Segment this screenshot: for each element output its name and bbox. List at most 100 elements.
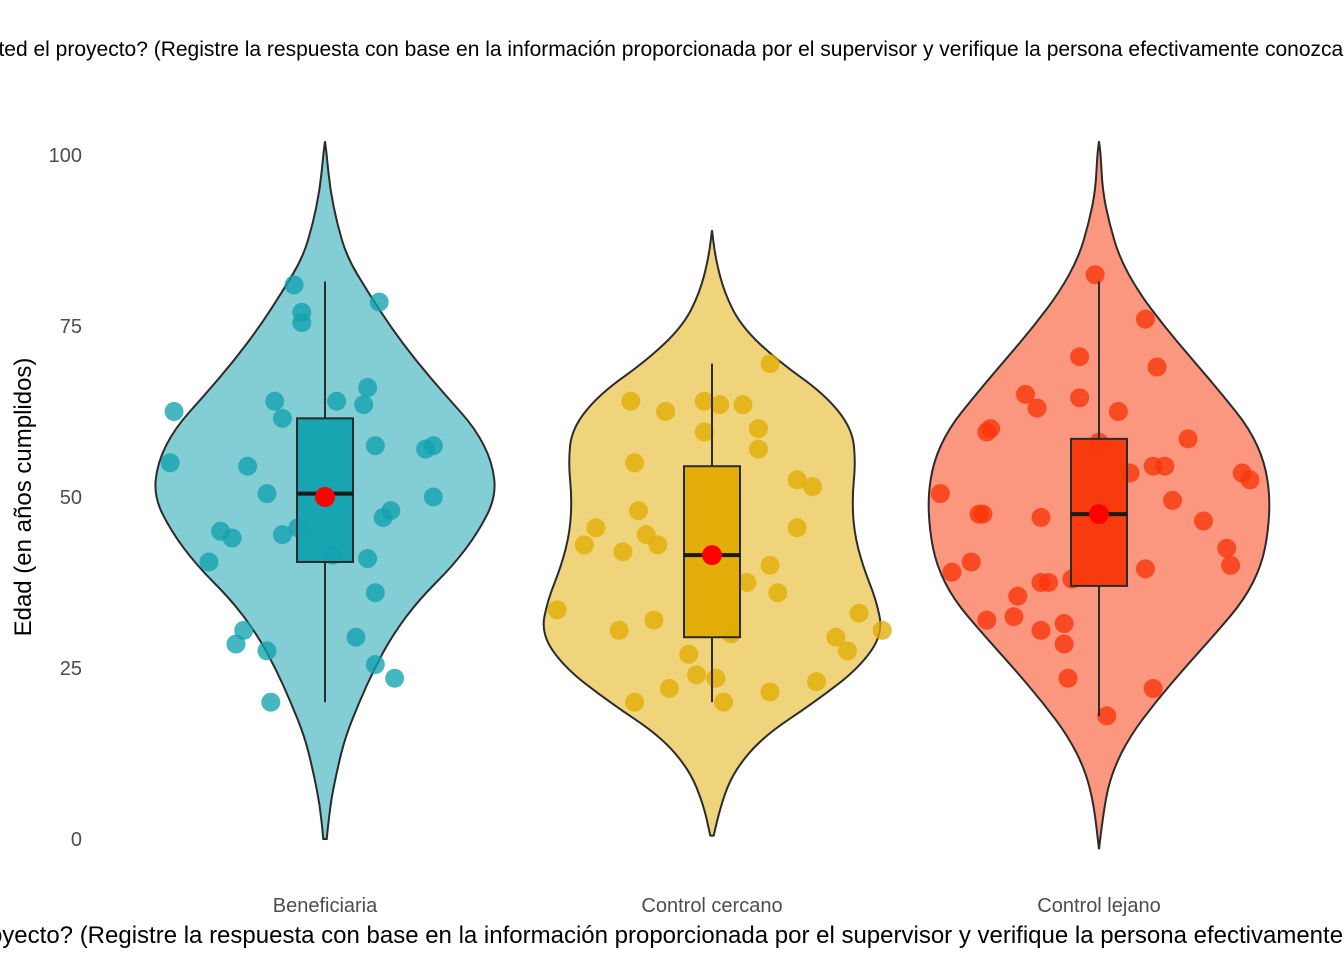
data-point bbox=[625, 692, 645, 712]
data-point bbox=[1031, 508, 1051, 528]
data-point bbox=[1070, 347, 1090, 367]
series-beneficiaria bbox=[154, 141, 496, 840]
data-point bbox=[261, 692, 281, 712]
data-point bbox=[1240, 470, 1260, 490]
x-axis-label: ¿Conoce usted el proyecto? (Registre la … bbox=[0, 922, 1344, 949]
data-point bbox=[385, 668, 405, 688]
data-point bbox=[1085, 265, 1105, 285]
data-point bbox=[1135, 309, 1155, 329]
series-control-cercano bbox=[542, 230, 892, 837]
data-point bbox=[659, 679, 679, 699]
data-point bbox=[327, 391, 347, 411]
data-point bbox=[358, 378, 378, 398]
data-point bbox=[272, 525, 292, 545]
data-point bbox=[706, 668, 726, 688]
data-point bbox=[1143, 679, 1163, 699]
data-point bbox=[1155, 456, 1175, 476]
data-point bbox=[981, 419, 1001, 439]
data-point bbox=[423, 487, 443, 507]
data-point bbox=[257, 484, 277, 504]
data-point bbox=[381, 501, 401, 521]
data-point bbox=[1217, 538, 1237, 558]
data-point bbox=[1147, 357, 1167, 377]
data-point bbox=[737, 573, 757, 592]
data-point bbox=[365, 436, 385, 456]
data-point bbox=[787, 470, 807, 490]
data-point bbox=[358, 549, 378, 569]
data-point bbox=[694, 391, 714, 411]
data-point bbox=[1054, 614, 1074, 634]
data-point bbox=[199, 552, 219, 572]
data-point bbox=[609, 620, 629, 640]
mean-point bbox=[315, 487, 335, 507]
data-point bbox=[930, 484, 950, 504]
data-point bbox=[748, 419, 768, 439]
data-point bbox=[222, 528, 242, 548]
data-point bbox=[648, 535, 668, 555]
x-axis-ticks: Beneficiaria Control cercano Control lejan… bbox=[273, 895, 1161, 917]
data-point bbox=[1054, 634, 1074, 654]
data-point bbox=[1039, 573, 1059, 592]
data-point bbox=[849, 603, 869, 623]
data-point bbox=[346, 627, 366, 647]
y-axis-ticks: 0 25 50 75 100 bbox=[49, 145, 82, 851]
data-point bbox=[733, 395, 753, 415]
data-point bbox=[1058, 668, 1078, 688]
y-tick-label-75: 75 bbox=[60, 316, 82, 338]
plot-area bbox=[154, 141, 1271, 850]
data-point bbox=[1008, 586, 1028, 606]
data-point bbox=[1108, 402, 1128, 421]
data-point bbox=[574, 535, 594, 555]
data-point bbox=[687, 665, 707, 685]
data-point bbox=[1004, 607, 1024, 627]
data-point bbox=[613, 542, 633, 562]
y-axis-label: Edad (en años cumplidos) bbox=[10, 358, 37, 637]
data-point bbox=[977, 610, 997, 630]
data-point bbox=[292, 313, 312, 333]
y-tick-label-25: 25 bbox=[60, 658, 82, 680]
data-point bbox=[768, 583, 788, 603]
data-point bbox=[760, 682, 780, 702]
data-point bbox=[1221, 555, 1241, 575]
x-tick-label-control-lejano: Control lejano bbox=[1037, 895, 1160, 917]
data-point bbox=[365, 583, 385, 603]
data-point bbox=[423, 436, 443, 456]
data-point bbox=[1135, 559, 1155, 579]
data-point bbox=[714, 692, 734, 712]
data-point bbox=[621, 391, 641, 411]
series-control-lejano bbox=[927, 141, 1271, 850]
data-point bbox=[872, 620, 892, 640]
y-tick-label-50: 50 bbox=[60, 487, 82, 509]
data-point bbox=[837, 641, 857, 661]
data-point bbox=[354, 395, 374, 415]
data-point bbox=[238, 456, 258, 476]
data-point bbox=[710, 395, 730, 415]
data-point bbox=[679, 644, 699, 664]
data-point bbox=[272, 408, 292, 428]
data-point bbox=[160, 453, 180, 473]
data-point bbox=[1027, 398, 1047, 418]
data-point bbox=[1031, 620, 1051, 640]
data-point bbox=[694, 422, 714, 442]
data-point bbox=[369, 292, 389, 312]
data-point bbox=[628, 501, 648, 521]
mean-point bbox=[1089, 504, 1109, 525]
data-point bbox=[1163, 490, 1183, 510]
data-point bbox=[787, 518, 807, 538]
data-point bbox=[826, 627, 846, 647]
chart-title: ¿Conoce usted el proyecto? (Registre la … bbox=[0, 38, 1344, 61]
data-point bbox=[257, 641, 277, 661]
data-point bbox=[365, 655, 385, 675]
data-point bbox=[1193, 511, 1213, 531]
data-point bbox=[284, 275, 304, 295]
data-point bbox=[644, 610, 664, 630]
data-point bbox=[1015, 384, 1035, 404]
data-point bbox=[234, 620, 254, 640]
data-point bbox=[806, 672, 826, 692]
mean-point bbox=[702, 545, 722, 566]
data-point bbox=[961, 552, 981, 572]
data-point bbox=[942, 562, 962, 582]
data-point bbox=[748, 439, 768, 459]
y-tick-label-100: 100 bbox=[49, 145, 82, 167]
